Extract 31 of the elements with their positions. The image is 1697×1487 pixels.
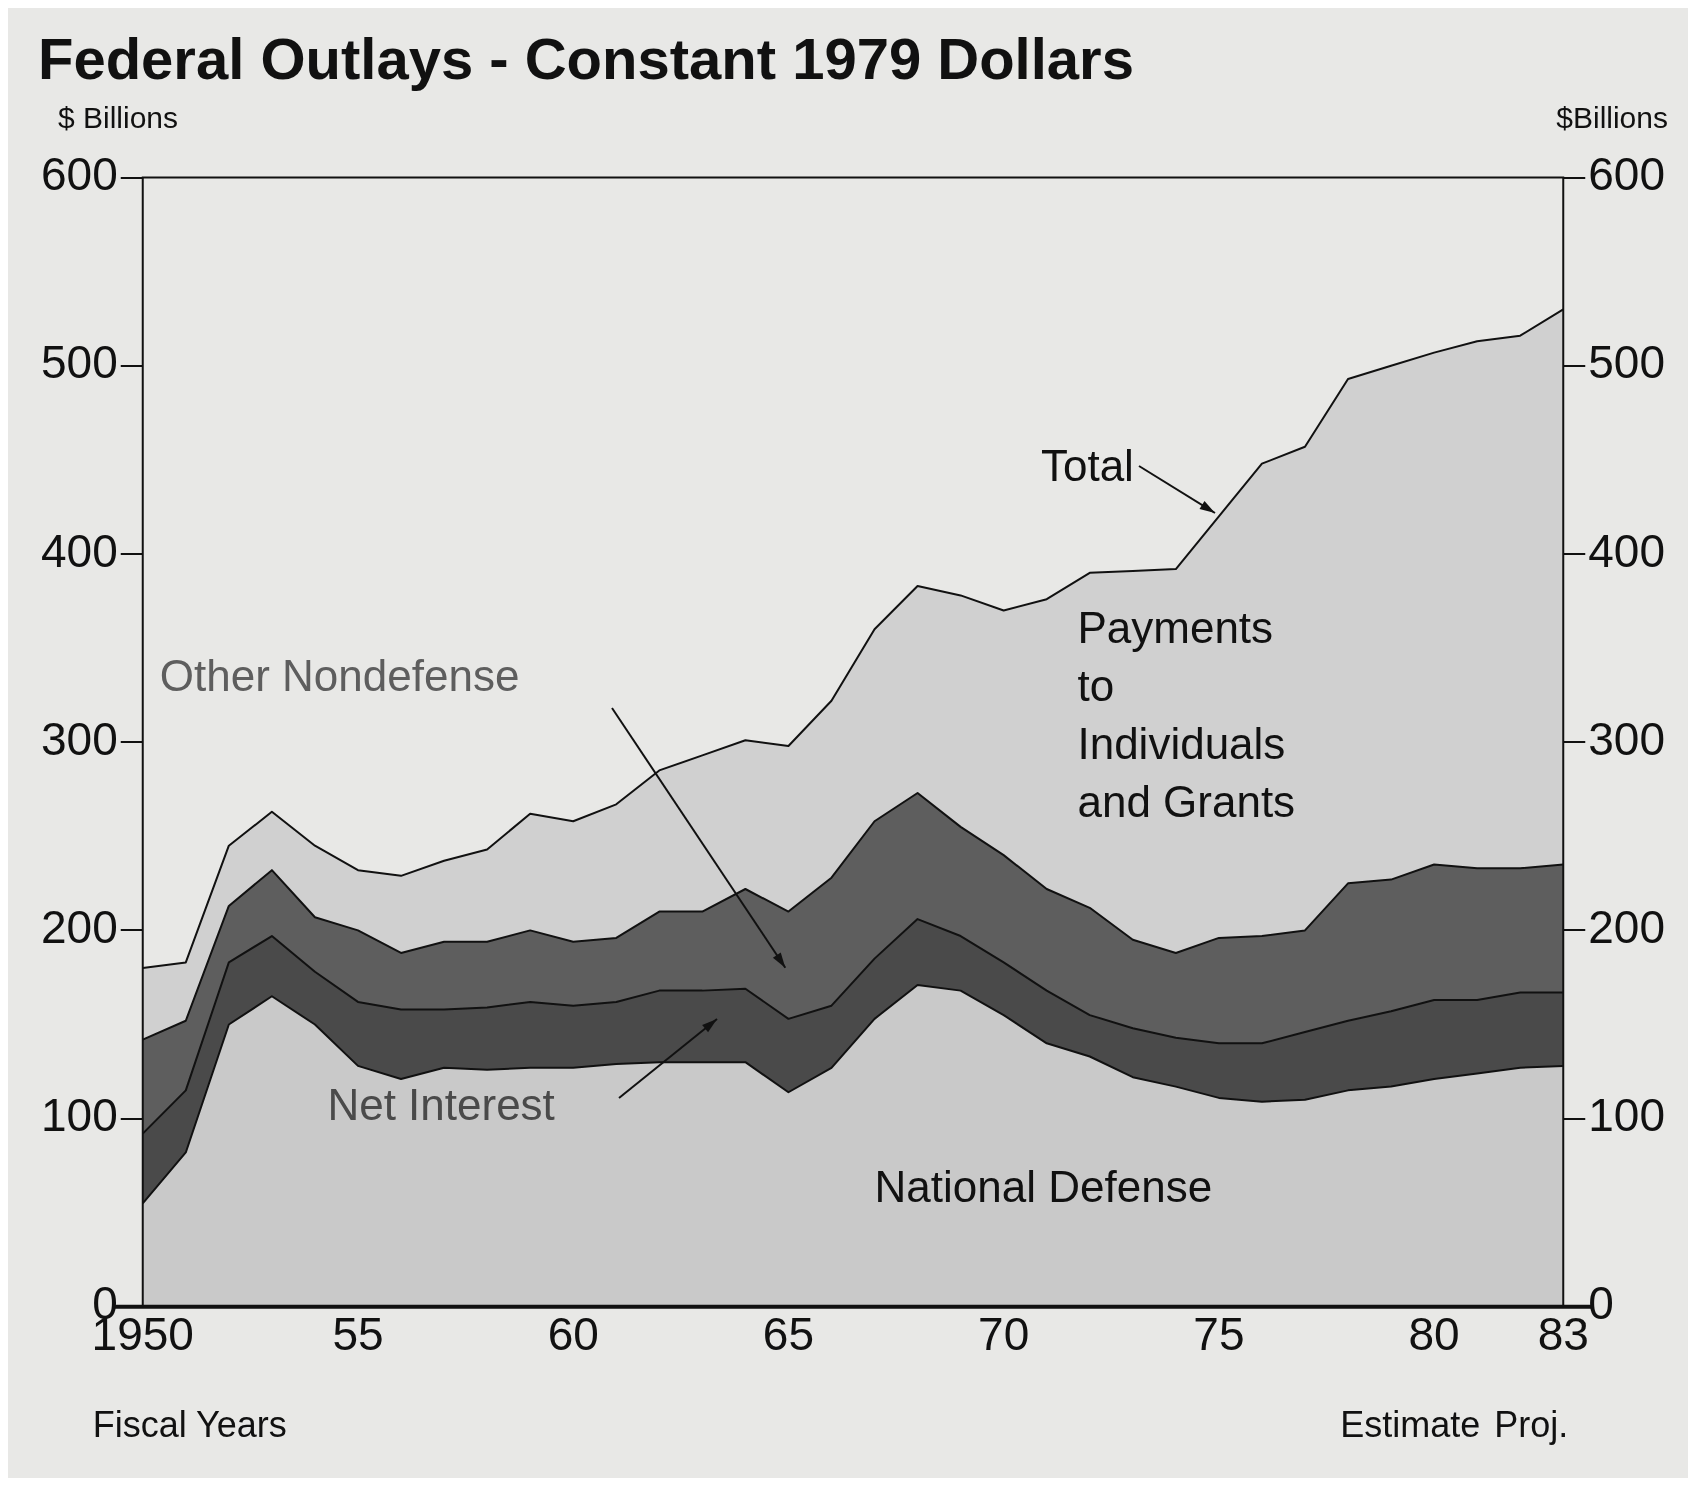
y2-tick-label: 0 [1588,1277,1614,1330]
x-tick-label: 80 [1408,1308,1460,1361]
y-tick-label: 500 [41,336,118,389]
y2-tick-label: 200 [1588,901,1665,954]
series-label: Payments to Individuals and Grants [1077,602,1296,826]
x-tick-label: 55 [332,1308,384,1361]
y2-tick-label: 400 [1588,524,1665,577]
y2-tick-label: 500 [1588,336,1665,389]
y-tick-label: 400 [41,524,118,577]
x-tick-label: 60 [547,1308,599,1361]
y-axis-title: $ Billions [58,100,179,134]
series-label: National Defense [874,1161,1213,1211]
y-tick-label: 300 [41,712,118,765]
x-tick-label: 65 [762,1308,815,1361]
text: Estimate [1340,1403,1481,1445]
chart-title: Federal Outlays - Constant 1979 Dollars [38,25,1134,91]
y-tick-label: 100 [41,1089,118,1142]
text: Other Nondefense [159,651,520,701]
y-tick-label: 200 [41,901,118,954]
annotation: Total [1040,441,1134,491]
y2-axis-title: $Billions [1556,100,1668,134]
x-tick-label: 75 [1193,1308,1245,1361]
series-label: Net Interest [327,1080,555,1130]
y2-tick-label: 300 [1588,712,1665,765]
y2-tick-label: 600 [1588,148,1665,201]
y2-tick-label: 100 [1588,1089,1665,1142]
x-tick-label: 70 [978,1308,1030,1361]
y-tick-label: 600 [41,148,118,201]
x-axis-title: Fiscal Years [92,1403,287,1445]
text: Proj. [1494,1403,1569,1445]
x-tick-label: 83 [1537,1308,1589,1361]
